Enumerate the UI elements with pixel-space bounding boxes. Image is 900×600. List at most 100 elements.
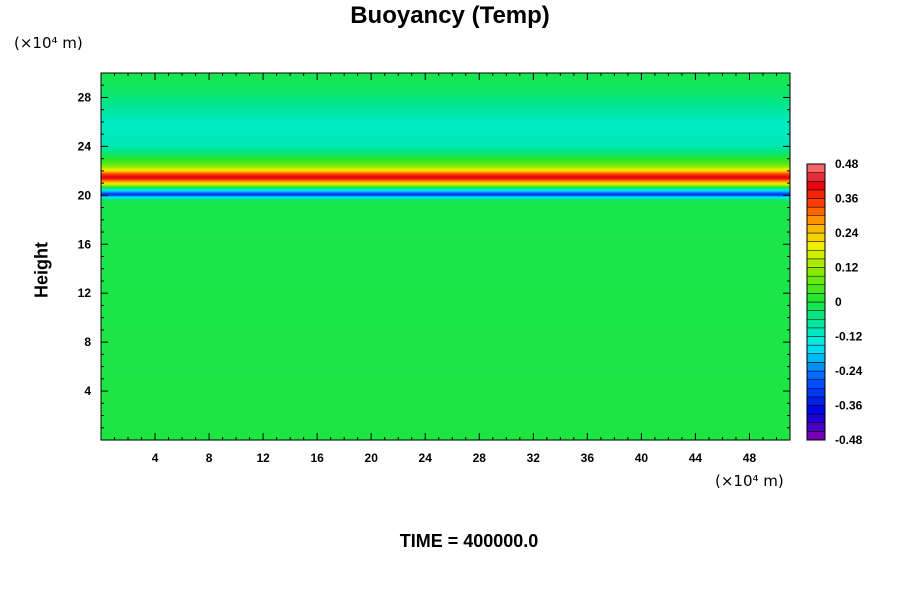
heatmap-band [101, 357, 790, 359]
heatmap-band [101, 195, 790, 197]
heatmap-band [101, 432, 790, 434]
heatmap-band [101, 190, 790, 192]
heatmap-band [101, 276, 790, 278]
heatmap-band [101, 352, 790, 354]
heatmap-band [101, 422, 790, 424]
heatmap-band [101, 181, 790, 183]
heatmap-band [101, 94, 790, 96]
heatmap-band [101, 204, 790, 206]
x-axis: 4 8 12 16 20 24 28 32 36 40 44 48 [114, 73, 777, 465]
heatmap-band [101, 149, 790, 151]
heatmap-band [101, 329, 790, 331]
heatmap-band [101, 360, 790, 362]
y-tick-label: 12 [78, 286, 92, 300]
heatmap-band [101, 174, 790, 176]
heatmap-band [101, 208, 790, 210]
heatmap-band [101, 140, 790, 142]
heatmap-band [101, 232, 790, 234]
colorbar-level [806, 181, 826, 191]
heatmap-band [101, 226, 790, 228]
heatmap-band [101, 308, 790, 310]
heatmap-band [101, 153, 790, 155]
heatmap-band [101, 227, 790, 229]
heatmap-band [101, 371, 790, 373]
heatmap-band [101, 157, 790, 159]
heatmap-band [101, 233, 790, 235]
heatmap-band [101, 335, 790, 337]
heatmap-band [101, 365, 790, 367]
heatmap-band [101, 325, 790, 327]
heatmap-band [101, 413, 790, 415]
heatmap-band [101, 206, 790, 208]
colorbar-level [806, 258, 826, 268]
heatmap-band [101, 409, 790, 411]
heatmap-band [101, 377, 790, 379]
heatmap-band [101, 240, 790, 242]
heatmap-band [101, 214, 790, 216]
heatmap-band [101, 288, 790, 290]
heatmap-band [101, 405, 790, 407]
heatmap-band [101, 268, 790, 270]
heatmap-band [101, 98, 790, 100]
colorbar-level [806, 422, 826, 432]
heatmap-band [101, 80, 790, 82]
heatmap-band [101, 79, 790, 81]
heatmap-band [101, 119, 790, 121]
heatmap-band [101, 426, 790, 428]
heatmap-band [101, 293, 790, 295]
heatmap-band [101, 158, 790, 160]
heatmap-band [101, 436, 790, 438]
heatmap-band [101, 390, 790, 392]
heatmap-band [101, 235, 790, 237]
heatmap-band [101, 412, 790, 414]
heatmap-band [101, 374, 790, 376]
heatmap-band [101, 433, 790, 435]
heatmap-band [101, 121, 790, 123]
colorbar-level [806, 413, 826, 424]
heatmap-band [101, 228, 790, 230]
heatmap-band [101, 319, 790, 321]
heatmap-band [101, 138, 790, 140]
heatmap-band [101, 169, 790, 171]
colorbar-level [806, 310, 826, 320]
colorbar-level [806, 405, 826, 415]
heatmap-band [101, 435, 790, 437]
heatmap-band [101, 110, 790, 112]
heatmap-band [101, 127, 790, 129]
heatmap-band [101, 133, 790, 135]
heatmap-band [101, 103, 790, 105]
heatmap-band [101, 242, 790, 244]
heatmap-band [101, 421, 790, 423]
heatmap-band [101, 97, 790, 99]
x-tick-label: 24 [419, 451, 433, 465]
heatmap-band [101, 351, 790, 353]
heatmap-band [101, 81, 790, 83]
heatmap-band [101, 419, 790, 421]
heatmap-band [101, 416, 790, 418]
heatmap-band [101, 340, 790, 342]
heatmap-band [101, 391, 790, 393]
heatmap-band [101, 224, 790, 226]
x-tick-label: 16 [310, 451, 324, 465]
colorbar-level [806, 344, 826, 355]
heatmap-band [101, 163, 790, 165]
y-tick-label: 28 [78, 90, 92, 104]
heatmap-band [101, 404, 790, 406]
heatmap-band [101, 261, 790, 263]
heatmap-band [101, 117, 790, 119]
heatmap-band [101, 198, 790, 200]
heatmap-band [101, 314, 790, 316]
heatmap-band [101, 225, 790, 227]
heatmap-band [101, 294, 790, 296]
heatmap-band [101, 176, 790, 178]
heatmap-band [101, 210, 790, 212]
heatmap-band [101, 76, 790, 78]
heatmap-band [101, 370, 790, 372]
heatmap-band [101, 84, 790, 86]
x-tick-label: 28 [473, 451, 487, 465]
colorbar-level [806, 431, 826, 441]
heatmap-band [101, 199, 790, 201]
colorbar-tick-label: -0.24 [835, 364, 863, 378]
heatmap-band [101, 207, 790, 209]
